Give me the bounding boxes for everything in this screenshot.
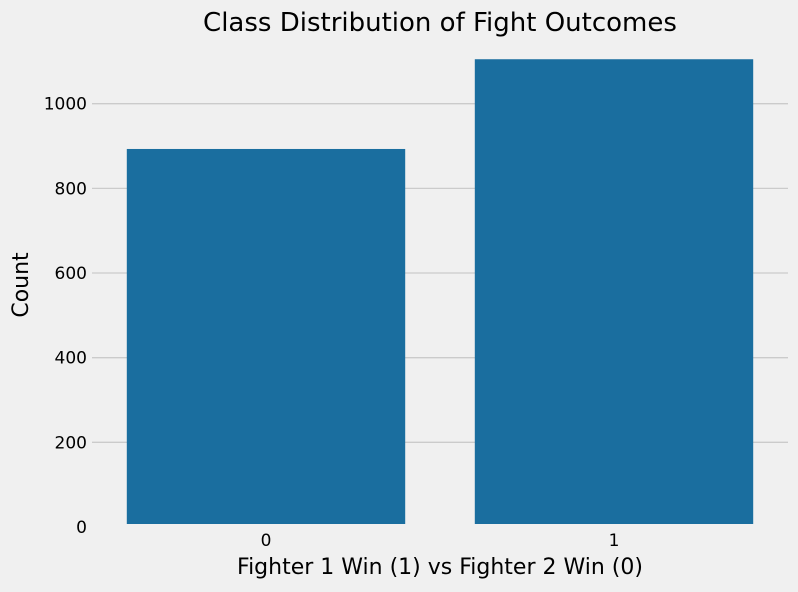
y-axis-label: Count (9, 252, 34, 318)
y-tick-label: 1000 (44, 95, 87, 115)
x-tick-label: 1 (609, 531, 620, 551)
y-tick-labels: 0 200 400 600 800 1000 (44, 95, 87, 538)
bar-0 (126, 148, 406, 524)
bar-1 (474, 59, 754, 524)
x-tick-label: 0 (261, 531, 272, 551)
y-tick-label: 200 (55, 433, 87, 453)
chart-title: Class Distribution of Fight Outcomes (203, 8, 677, 38)
y-tick-label: 400 (55, 349, 87, 369)
y-tick-label: 0 (76, 518, 87, 538)
bars (126, 59, 754, 524)
x-axis-label: Fighter 1 Win (1) vs Fighter 2 Win (0) (237, 555, 643, 580)
y-tick-label: 600 (55, 264, 87, 284)
y-tick-label: 800 (55, 179, 87, 199)
